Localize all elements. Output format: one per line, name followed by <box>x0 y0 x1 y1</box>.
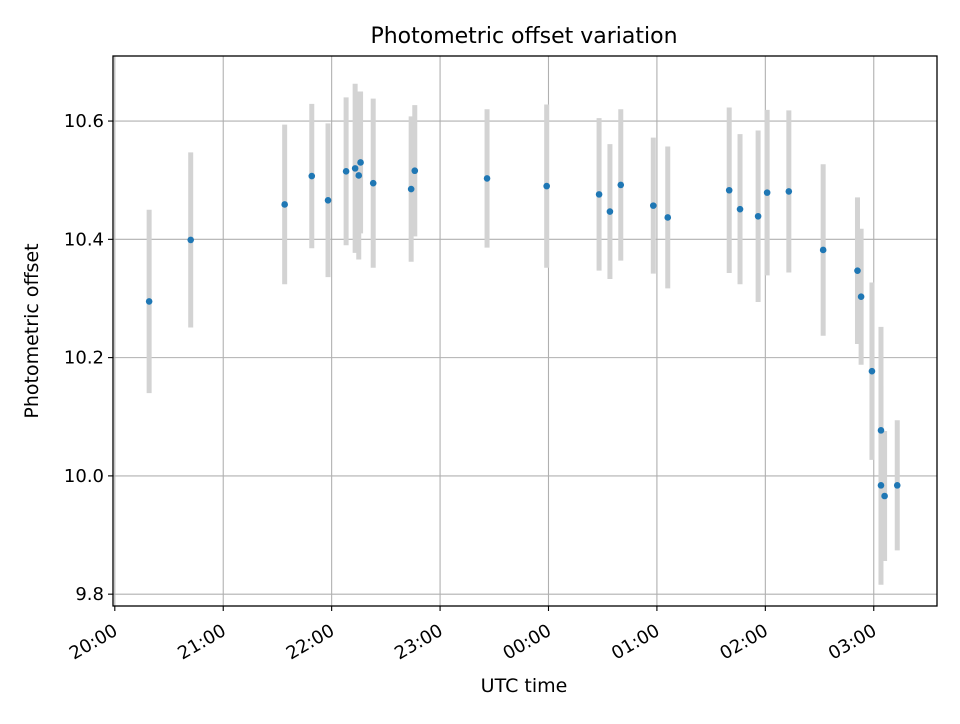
data-point <box>763 189 771 196</box>
data-point <box>881 492 888 500</box>
data-point <box>595 191 603 198</box>
y-tick-label: 10.2 <box>64 348 104 369</box>
data-point <box>355 172 363 179</box>
x-tick-label: 20:00 <box>66 620 121 664</box>
data-point <box>187 236 195 244</box>
data-point <box>281 201 288 208</box>
data-point <box>819 246 827 254</box>
x-tick-label: 02:00 <box>716 620 771 664</box>
data-point <box>854 267 861 274</box>
data-point <box>725 186 733 194</box>
data-point <box>351 165 359 172</box>
data-point <box>324 197 332 204</box>
data-points <box>145 159 901 500</box>
data-point <box>543 182 550 190</box>
x-tick-label: 22:00 <box>283 620 338 664</box>
data-point <box>754 212 762 220</box>
data-point <box>877 427 885 434</box>
x-tick-label: 21:00 <box>174 620 229 664</box>
data-point <box>893 482 901 489</box>
data-point <box>617 181 625 189</box>
data-point <box>308 172 316 180</box>
plot-frame <box>112 55 938 607</box>
data-point <box>649 202 657 209</box>
grid <box>113 56 937 606</box>
data-point <box>342 168 350 175</box>
y-tick-label: 10.0 <box>64 466 104 487</box>
data-point <box>606 208 614 215</box>
data-point <box>369 179 377 187</box>
chart-title: Photometric offset variation <box>370 24 677 49</box>
data-point <box>736 205 744 213</box>
x-tick-label: 03:00 <box>825 620 880 664</box>
y-axis-label: Photometric offset <box>21 243 43 418</box>
y-tick-label: 10.4 <box>64 229 104 250</box>
x-tick-label: 23:00 <box>391 620 446 664</box>
error-bars <box>146 83 900 585</box>
data-point <box>857 293 865 300</box>
x-tick-label: 01:00 <box>608 620 663 664</box>
data-point <box>483 175 491 182</box>
data-point <box>145 298 153 305</box>
x-tick-label: 00:00 <box>500 620 555 664</box>
y-tick-label: 9.8 <box>75 584 104 605</box>
data-point <box>785 188 793 195</box>
data-point <box>877 482 885 489</box>
data-point <box>664 214 672 221</box>
data-point <box>411 167 419 175</box>
y-tick-label: 10.6 <box>64 111 104 132</box>
data-point <box>868 367 876 375</box>
data-point <box>407 185 415 193</box>
data-point <box>357 159 364 166</box>
x-axis-label: UTC time <box>481 675 568 697</box>
